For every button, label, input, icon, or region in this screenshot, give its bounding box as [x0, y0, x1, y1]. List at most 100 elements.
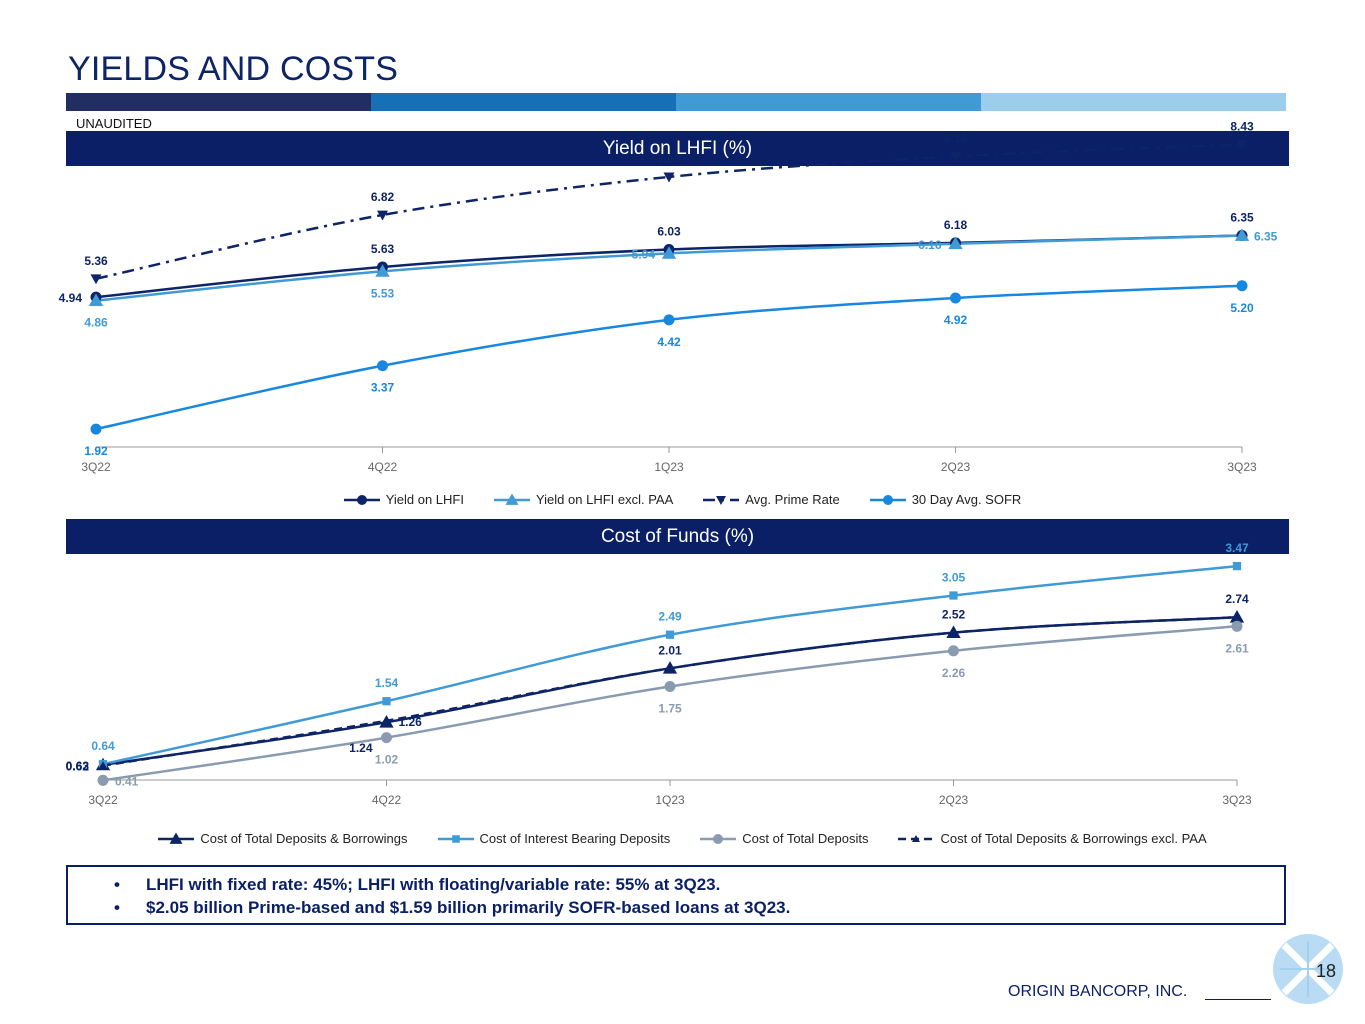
data-label: 2.49 [658, 610, 682, 624]
page-number-badge: 18 [1272, 933, 1344, 1005]
data-point [1234, 228, 1250, 241]
data-point [375, 264, 390, 277]
data-point [377, 360, 388, 372]
legend-label: Cost of Total Deposits & Borrowings [200, 831, 408, 846]
data-point [950, 152, 961, 162]
data-point [90, 274, 102, 285]
yield-chart-title: Yield on LHFI (%) [66, 131, 1289, 166]
color-band-4 [981, 93, 1286, 111]
x-tick-label: 1Q23 [654, 460, 684, 474]
legend-label: Yield on LHFI [385, 492, 464, 507]
data-label: 3.05 [942, 571, 966, 585]
x-tick-label: 3Q22 [81, 460, 111, 474]
data-label: 6.82 [371, 190, 395, 204]
data-point [381, 732, 392, 744]
data-label: 4.92 [944, 313, 968, 327]
legend-swatch-icon [343, 494, 380, 505]
data-point [1236, 280, 1248, 292]
legend-swatch-icon [898, 834, 935, 842]
data-point [1232, 612, 1242, 621]
data-label: 2.61 [1225, 641, 1249, 655]
series-line [95, 143, 1243, 280]
data-point [665, 663, 675, 672]
data-point [98, 761, 108, 769]
data-label: 0.62 [66, 760, 90, 774]
legend-swatch-icon [437, 834, 474, 843]
data-label: 1.26 [399, 715, 423, 729]
data-point [505, 493, 519, 505]
data-label: 1.75 [658, 702, 682, 716]
data-point [377, 210, 388, 221]
legend-label: Cost of Total Deposits [742, 831, 869, 846]
data-point [949, 628, 958, 636]
legend-swatch-icon [158, 832, 195, 844]
legend-item: Cost of Total Deposits [700, 831, 868, 846]
data-label: 6.16 [918, 238, 942, 252]
legend-swatch-icon [703, 495, 740, 505]
color-band-2 [371, 93, 676, 111]
data-label: 1.54 [375, 676, 399, 690]
series-line [95, 284, 1243, 431]
legend-item: Yield on LHFI excl. PAA [493, 492, 674, 507]
data-label: 6.03 [657, 224, 681, 238]
data-label: 8.43 [1230, 120, 1254, 134]
data-label: 1.02 [375, 753, 399, 767]
footer-rule [1205, 999, 1271, 1000]
data-point [948, 236, 963, 250]
color-band-1 [66, 93, 371, 111]
yield-chart-legend: Yield on LHFI Yield on LHFI excl. PAA Avg.… [0, 492, 1365, 507]
data-point [88, 293, 104, 306]
data-label: 4.94 [59, 291, 83, 305]
data-label: 4.86 [84, 316, 108, 330]
data-label: 5.36 [84, 254, 108, 268]
data-label: 8.16 [944, 131, 968, 145]
data-label: 2.26 [942, 666, 966, 680]
data-point [664, 681, 676, 692]
data-label: 3.37 [371, 381, 395, 395]
data-point [451, 834, 460, 843]
data-label: 4.42 [657, 335, 681, 349]
data-point [948, 645, 959, 657]
legend-label: Cost of Total Deposits & Borrowings excl… [940, 831, 1207, 846]
legend-item: Cost of Total Deposits & Borrowings excl… [898, 831, 1207, 846]
data-point [713, 833, 724, 844]
legend-swatch-icon [869, 494, 906, 505]
legend-swatch-icon [700, 833, 737, 844]
note-item: LHFI with fixed rate: 45%; LHFI with flo… [114, 873, 1284, 896]
legend-label: Yield on LHFI excl. PAA [535, 492, 674, 507]
data-point [663, 314, 675, 326]
legend-label: Avg. Prime Rate [745, 492, 840, 507]
data-point [169, 832, 183, 844]
data-point [912, 834, 921, 842]
unaudited-label: UNAUDITED [76, 116, 152, 131]
data-label: 5.20 [1230, 301, 1254, 315]
cost-chart-title: Cost of Funds (%) [66, 519, 1289, 554]
data-point [716, 495, 727, 505]
data-point [382, 697, 391, 706]
data-label: 3.47 [1225, 541, 1249, 555]
yield-on-lhfi-chart: 3Q22 4Q22 1Q23 2Q23 3Q23 4.94 5.63 6.03 6.18 6.35… [59, 120, 1278, 474]
color-band-3 [676, 93, 981, 111]
x-tick-label: 3Q22 [88, 793, 118, 807]
legend-item: Cost of Total Deposits & Borrowings [158, 831, 408, 846]
data-point [382, 716, 391, 725]
data-label: 5.63 [371, 242, 395, 256]
data-point [97, 774, 109, 786]
data-point [1236, 140, 1248, 151]
x-tick-label: 3Q23 [1222, 793, 1252, 807]
x-tick-label: 2Q23 [939, 793, 969, 807]
data-label: 2.52 [942, 608, 966, 622]
footer-company: ORIGIN BANCORP, INC. [1008, 983, 1188, 1000]
data-point [949, 591, 958, 600]
legend-item: Cost of Interest Bearing Deposits [437, 831, 670, 846]
notes-box: LHFI with fixed rate: 45%; LHFI with flo… [66, 865, 1286, 925]
legend-item: Yield on LHFI [343, 492, 464, 507]
data-point [1231, 620, 1243, 632]
legend-item: Avg. Prime Rate [703, 492, 840, 507]
data-label: 0.63 [66, 759, 90, 773]
data-label: 1.92 [84, 444, 108, 458]
data-label: 1.24 [349, 741, 373, 755]
data-point [356, 494, 367, 505]
cost-of-funds-chart: 3Q22 4Q22 1Q23 2Q23 3Q23 0.63 1.24 2.01 2.52 2.74… [66, 541, 1252, 807]
x-tick-label: 2Q23 [941, 460, 971, 474]
